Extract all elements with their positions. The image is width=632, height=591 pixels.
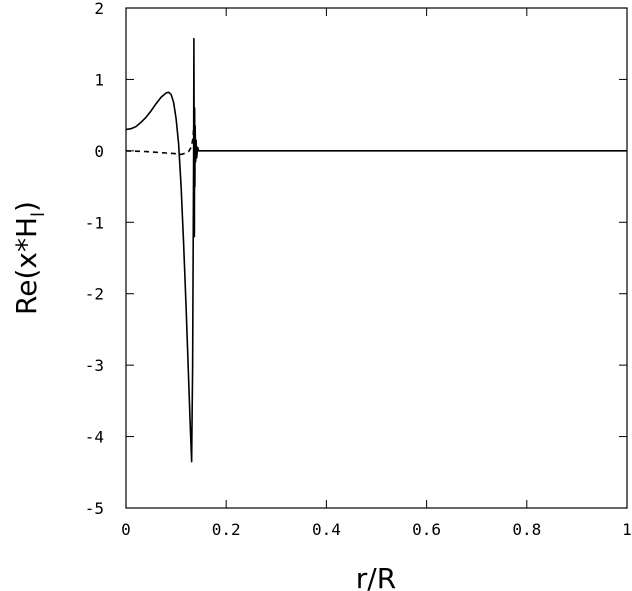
svg-text:Re(x*Hl): Re(x*Hl) xyxy=(10,201,49,315)
plot-frame xyxy=(125,7,628,509)
y-axis-title: Re(x*Hl) xyxy=(10,201,49,315)
y-tick-label: 0 xyxy=(94,142,104,161)
series-layer xyxy=(125,37,627,463)
y-tick-label: -2 xyxy=(85,285,104,304)
x-tick-label: 0.6 xyxy=(412,520,441,539)
y-axis-title-close: ) xyxy=(10,201,43,212)
y-tick-label: -3 xyxy=(85,356,104,375)
series-line-2 xyxy=(125,129,195,156)
y-axis-title-main: Re(x*H xyxy=(10,217,43,315)
y-tick-label: 1 xyxy=(94,70,104,89)
x-tick-label: 0.4 xyxy=(312,520,341,539)
series-line-1 xyxy=(125,37,627,463)
x-tick-label: 0 xyxy=(121,520,131,539)
x-tick-label: 0.8 xyxy=(512,520,541,539)
tick-labels: 0 0.2 0.4 0.6 0.8 1 2 1 0 -1 -2 -3 -4 -5 xyxy=(85,0,632,539)
x-tick-label: 0.2 xyxy=(212,520,241,539)
x-axis-title: r/R xyxy=(356,562,396,591)
y-tick-label: -4 xyxy=(85,428,104,447)
x-tick-label: 1 xyxy=(622,520,632,539)
tick-marks xyxy=(125,7,628,509)
y-axis-title-subscript: l xyxy=(28,212,49,217)
y-tick-label: -5 xyxy=(85,499,104,518)
y-tick-label: -1 xyxy=(85,213,104,232)
y-tick-label: 2 xyxy=(94,0,104,18)
